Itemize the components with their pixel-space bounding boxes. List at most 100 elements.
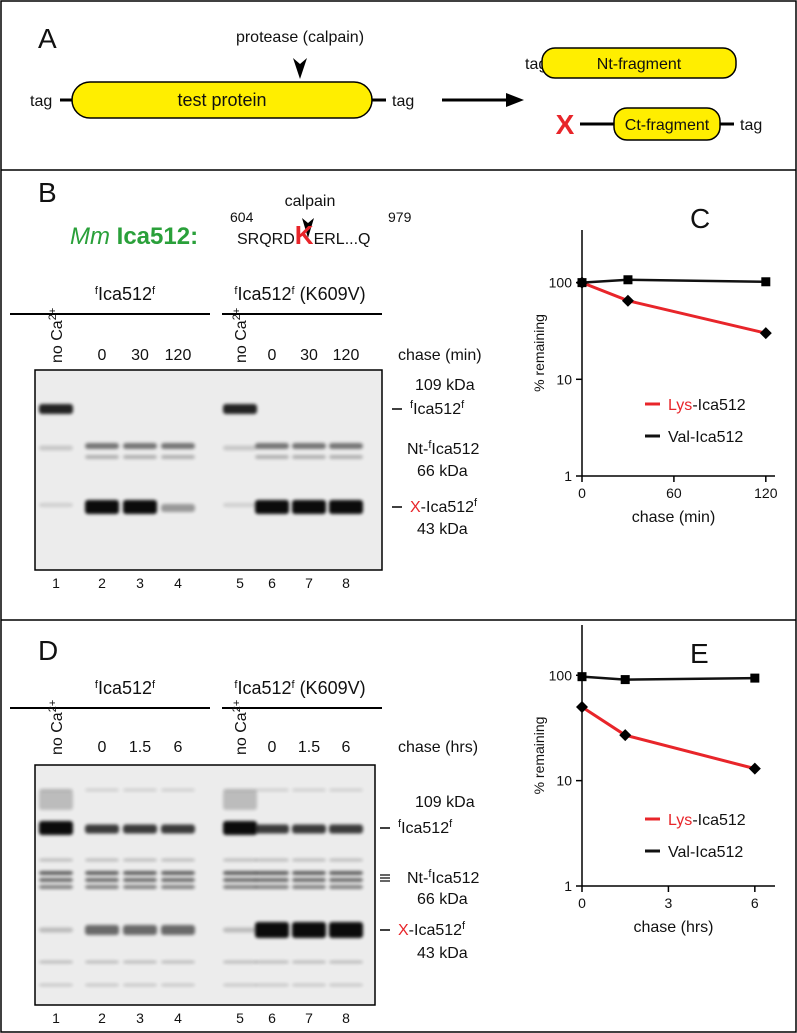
no-calcium-label: no Ca2+ [231,308,250,363]
gel-band [255,824,289,834]
lane-number: 7 [305,575,313,591]
panel-label: B [38,177,57,208]
x-tick-label: 6 [751,895,759,911]
legend-rest: -Ica512 [690,429,743,446]
gel-band [255,455,289,459]
text-part: Ica512 [237,284,291,304]
lane-number: 8 [342,1010,350,1026]
group-label: fIca512f [95,678,156,698]
gel-band [161,983,195,987]
marker [759,327,772,340]
x-tick-label: 0 [578,485,586,501]
gel-band [329,871,363,875]
panel-label: E [690,638,709,669]
gel-band [123,885,157,889]
tag-label: tag [392,93,414,110]
gel-band [39,878,73,882]
text-part: 2+ [47,700,59,713]
gel-band [39,858,73,862]
gel-band [39,821,73,835]
tag-label: tag [30,93,52,110]
gel-band [292,455,326,459]
no-calcium-label: no Ca2+ [47,700,66,755]
gel-band [329,443,363,449]
gel-band [329,960,363,964]
x-mark: X [556,109,575,140]
gel-band [85,871,119,875]
text-part: f [152,285,156,297]
lane-number: 1 [52,1010,60,1026]
gel-band [292,858,326,862]
gel-band [329,788,363,792]
group-label: fIca512f (K609V) [234,678,365,698]
text-part: no Ca [49,320,66,363]
y-tick-label: 10 [556,371,572,387]
no-calcium-label: no Ca2+ [47,308,66,363]
lane-number: 4 [174,1010,182,1026]
gel-band [223,445,257,451]
gel-band [292,878,326,882]
text-part: no Ca [233,712,250,755]
text-part: no Ca [49,712,66,755]
marker [748,762,761,775]
lane-number: 4 [174,575,182,591]
marker [621,294,634,307]
gel-band [223,821,257,835]
protein-label: test protein [177,90,266,110]
text-part: (K609V) [295,678,366,698]
text-part: f [428,439,432,451]
legend-rest: -Ica512 [692,397,745,414]
mw-label: 66 kDa [417,463,468,480]
x-tick-label: 3 [665,895,673,911]
marker [750,673,760,683]
text-part: f [410,399,414,411]
y-axis-label: % remaining [531,314,547,392]
gel-band [123,878,157,882]
cleavage-arrow [293,58,307,79]
gel-band [329,455,363,459]
gel-band [292,885,326,889]
marker [577,278,587,288]
gel-band [39,790,73,810]
data-line [581,281,767,335]
text-part: f [461,399,465,411]
band-label: Nt-fIca512 [407,439,480,458]
text-part: 2+ [47,308,59,321]
text-part: -Ica512 [409,922,462,939]
gel-band [85,885,119,889]
y-tick-label: 1 [564,878,572,894]
gel-band [292,871,326,875]
mw-label: 109 kDa [415,377,475,394]
marker [761,277,771,287]
gel-band [329,824,363,834]
seq-post: ERL...Q [314,231,371,248]
gel-band [292,500,326,514]
lane-number: 3 [136,575,144,591]
gel-band [123,824,157,834]
gel-band [123,983,157,987]
gel-band [39,983,73,987]
band-label: fIca512f [398,818,453,837]
text-part: Ica512 [401,820,449,837]
gel-band [223,983,257,987]
text-part: Ica512 [431,870,479,887]
gel-band [161,871,195,875]
x-tick-label: 120 [754,485,778,501]
legend-rest: -Ica512 [692,812,745,829]
text-part: f [398,818,402,830]
cleavage-arrow [302,218,314,238]
data-line [581,705,756,771]
gel-band [85,960,119,964]
gel-band [85,455,119,459]
band-label: fIca512f [410,399,465,418]
panel-label: A [38,23,57,54]
text-part: -Ica512 [421,499,474,516]
mw-label: 43 kDa [417,521,468,538]
panel-label: C [690,203,710,234]
gel-band [292,443,326,449]
text-part: Ica512 [98,678,152,698]
gel [34,764,376,1006]
gel-band [329,983,363,987]
gel-band [329,922,363,938]
